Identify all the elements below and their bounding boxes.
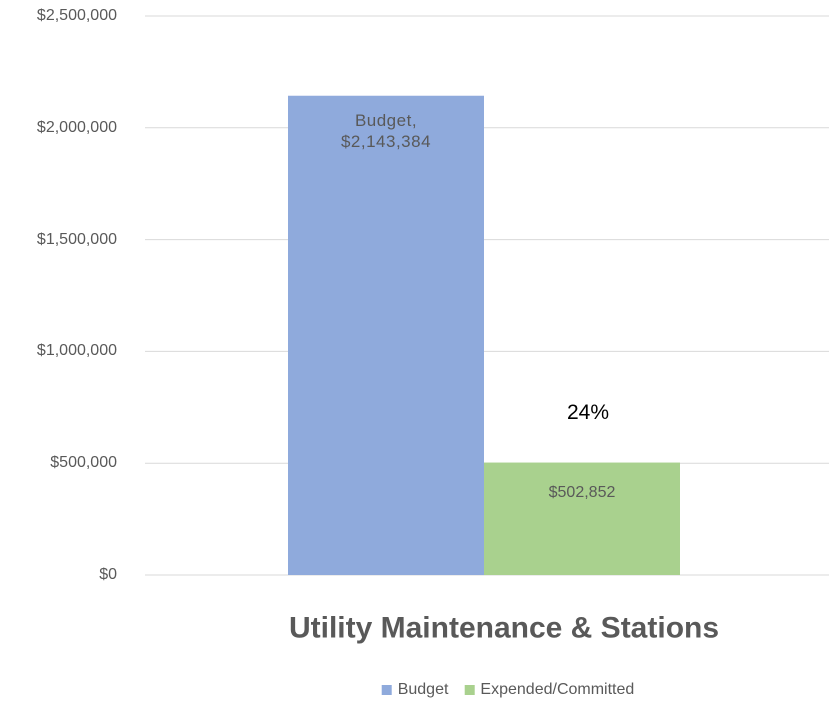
legend: Budget Expended/Committed (381, 680, 635, 700)
bar (484, 462, 680, 575)
data-label: Budget, $2,143,384 (340, 110, 432, 151)
legend-swatch (464, 685, 475, 695)
y-tick-label: $1,000,000 (36, 342, 117, 360)
y-tick-label: $1,500,000 (36, 230, 117, 248)
legend-label: Budget (397, 681, 449, 698)
y-tick-label: $0 (99, 566, 117, 583)
x-tick-label: Utility Maintenance & Stations (288, 611, 720, 645)
bar (288, 95, 484, 576)
y-tick-label: $2,000,000 (36, 118, 117, 136)
y-tick-label: $2,500,000 (36, 7, 117, 24)
annotation: 24% (566, 400, 610, 424)
legend-swatch (381, 685, 392, 695)
legend-label: Expended/Committed (480, 681, 635, 698)
data-label: $502,852 (548, 483, 616, 501)
y-tick-label: $500,000 (50, 454, 117, 472)
